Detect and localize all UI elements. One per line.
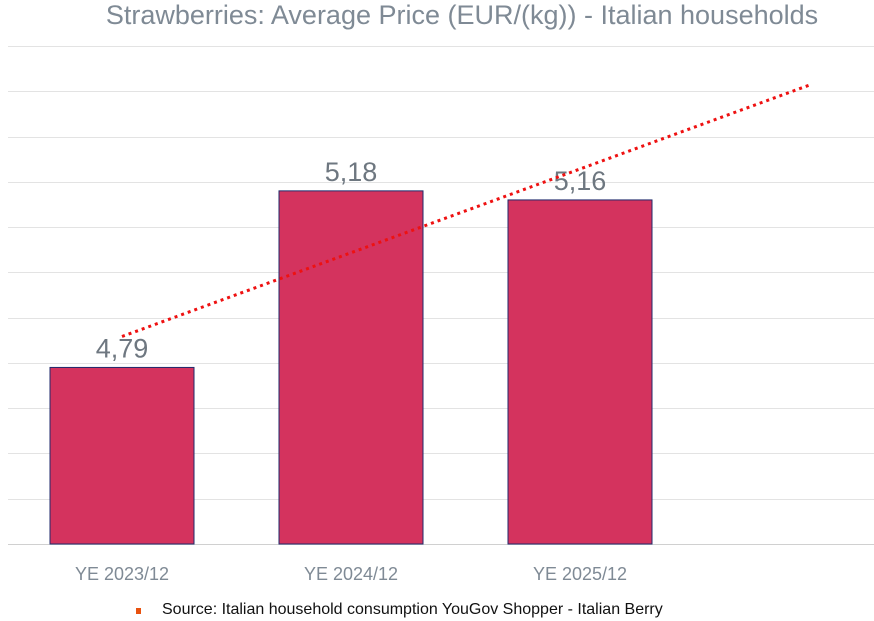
bar: [278, 190, 424, 545]
trendline: [121, 83, 810, 338]
bar: [49, 366, 195, 545]
data-label: 5,16: [554, 166, 607, 196]
bar: [507, 199, 653, 545]
x-tick-label: YE 2023/12: [75, 564, 169, 584]
bar-chart: 4,79 YE 2023/12 5,18 YE 2024/12 5,16 YE 2025/…: [8, 46, 874, 584]
data-label: 4,79: [96, 333, 149, 363]
source-note: Source: Italian household consumption Yo…: [162, 601, 663, 618]
data-label: 5,18: [325, 157, 378, 187]
chart-title: Strawberries: Average Price (EUR/(kg)) -…: [105, 0, 819, 30]
x-tick-label: YE 2024/12: [304, 564, 398, 584]
x-tick-label: YE 2025/12: [533, 564, 627, 584]
bullet-icon: [136, 608, 141, 614]
